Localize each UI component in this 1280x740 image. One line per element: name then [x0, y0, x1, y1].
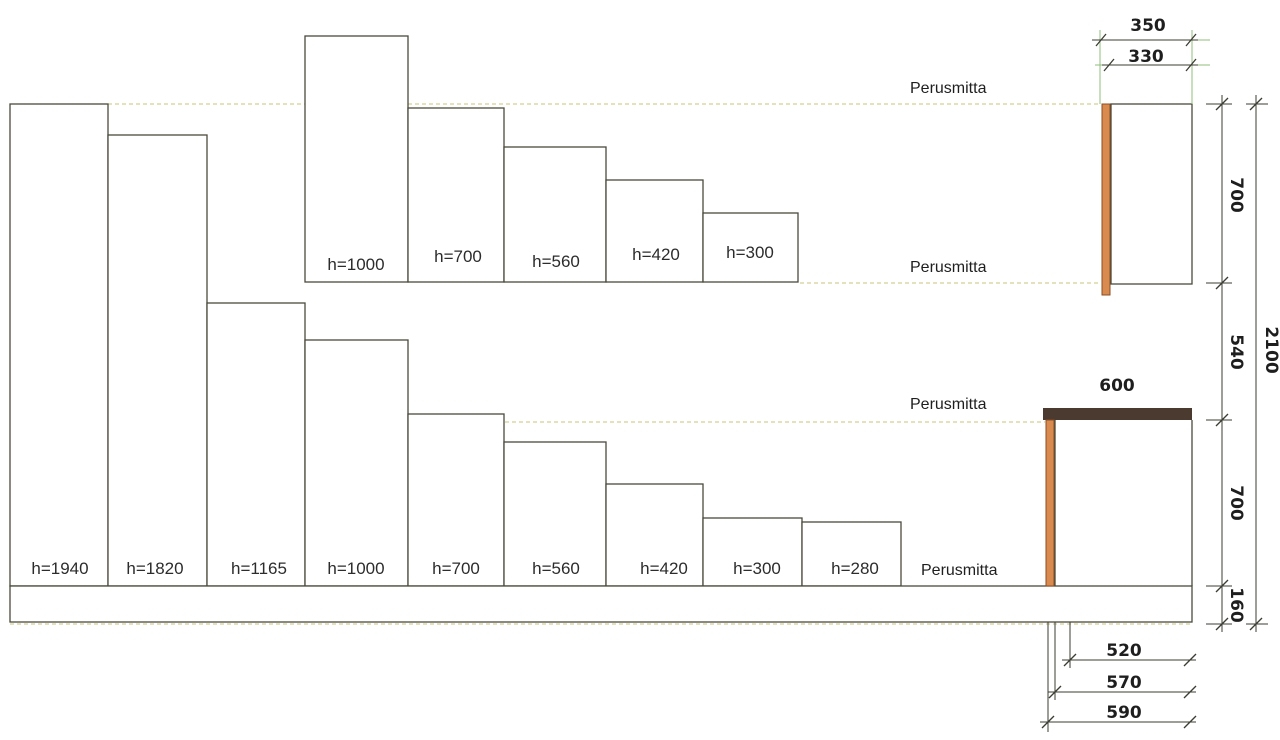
wall-cabinet-300: [702, 212, 799, 283]
wall-cabinets: [304, 35, 799, 283]
dimension-590: 590: [1106, 703, 1142, 723]
wall-cabinet-label: h=560: [532, 252, 580, 271]
reference-labels: Perusmitta Perusmitta Perusmitta Perusmi…: [910, 80, 998, 579]
base-cabinet-section: [1043, 408, 1193, 587]
wall-cabinet-section: [1101, 103, 1193, 296]
dimension-330: 330: [1128, 47, 1164, 67]
base-cabinets: [9, 103, 902, 587]
base-cabinet-1165: [206, 302, 306, 587]
base-cabinet-560: [503, 441, 607, 587]
base-cabinet-label: h=420: [640, 559, 688, 578]
base-cabinet-label: h=280: [831, 559, 879, 578]
wall-cabinet-labels: h=1000 h=700 h=560 h=420 h=300: [327, 243, 773, 274]
base-cabinet-label: h=1820: [126, 559, 183, 578]
base-cabinet-1820: [107, 134, 208, 587]
reference-label: Perusmitta: [910, 396, 987, 413]
base-cabinet-label: h=300: [733, 559, 781, 578]
base-cabinet-1940: [9, 103, 109, 587]
reference-label: Perusmitta: [910, 80, 987, 97]
base-cabinet-label: h=560: [532, 559, 580, 578]
reference-label: Perusmitta: [910, 259, 987, 276]
top-dimensions: 350 330: [1092, 16, 1198, 72]
dimension-540: 540: [1226, 334, 1246, 370]
wall-cabinet-label: h=700: [434, 247, 482, 266]
wall-cabinet-label: h=420: [632, 245, 680, 264]
wall-cabinet-body: [1110, 103, 1193, 285]
base-cabinet-300: [702, 517, 803, 587]
base-cabinet-door-edge: [1045, 419, 1055, 587]
wall-cabinet-1000: [304, 35, 409, 283]
reference-label: Perusmitta: [921, 562, 998, 579]
dimension-700-lower: 700: [1226, 485, 1246, 521]
dimension-700-upper: 700: [1226, 177, 1246, 213]
wall-cabinet-label: h=1000: [327, 255, 384, 274]
dimension-600: 600: [1099, 376, 1135, 396]
dimension-520: 520: [1106, 641, 1142, 661]
construction-lines: [1095, 30, 1210, 104]
wall-cabinet-door-edge: [1101, 103, 1111, 296]
plinth-strip: [9, 585, 1193, 623]
wall-cabinet-420: [605, 179, 704, 283]
bottom-dimensions: 520 570 590: [1040, 622, 1197, 732]
wall-cabinet-label: h=300: [726, 243, 774, 262]
base-cabinet-label: h=1940: [31, 559, 88, 578]
base-cabinet-label: h=700: [432, 559, 480, 578]
base-cabinet-label: h=1165: [231, 559, 287, 578]
dimension-350: 350: [1130, 16, 1166, 36]
base-cabinet-1000: [304, 339, 409, 587]
wall-cabinet-700: [407, 107, 505, 283]
dimension-570: 570: [1106, 673, 1142, 693]
dimension-160: 160: [1226, 587, 1246, 623]
dimension-2100: 2100: [1261, 326, 1280, 373]
base-cabinet-label: h=1000: [327, 559, 384, 578]
vertical-dimensions: 700 540 700 160 2100: [1206, 95, 1280, 632]
base-cabinet-labels: h=1940 h=1820 h=1165 h=1000 h=700 h=560 …: [31, 559, 878, 578]
base-cabinet-420: [605, 483, 704, 587]
worktop: [1043, 408, 1192, 420]
